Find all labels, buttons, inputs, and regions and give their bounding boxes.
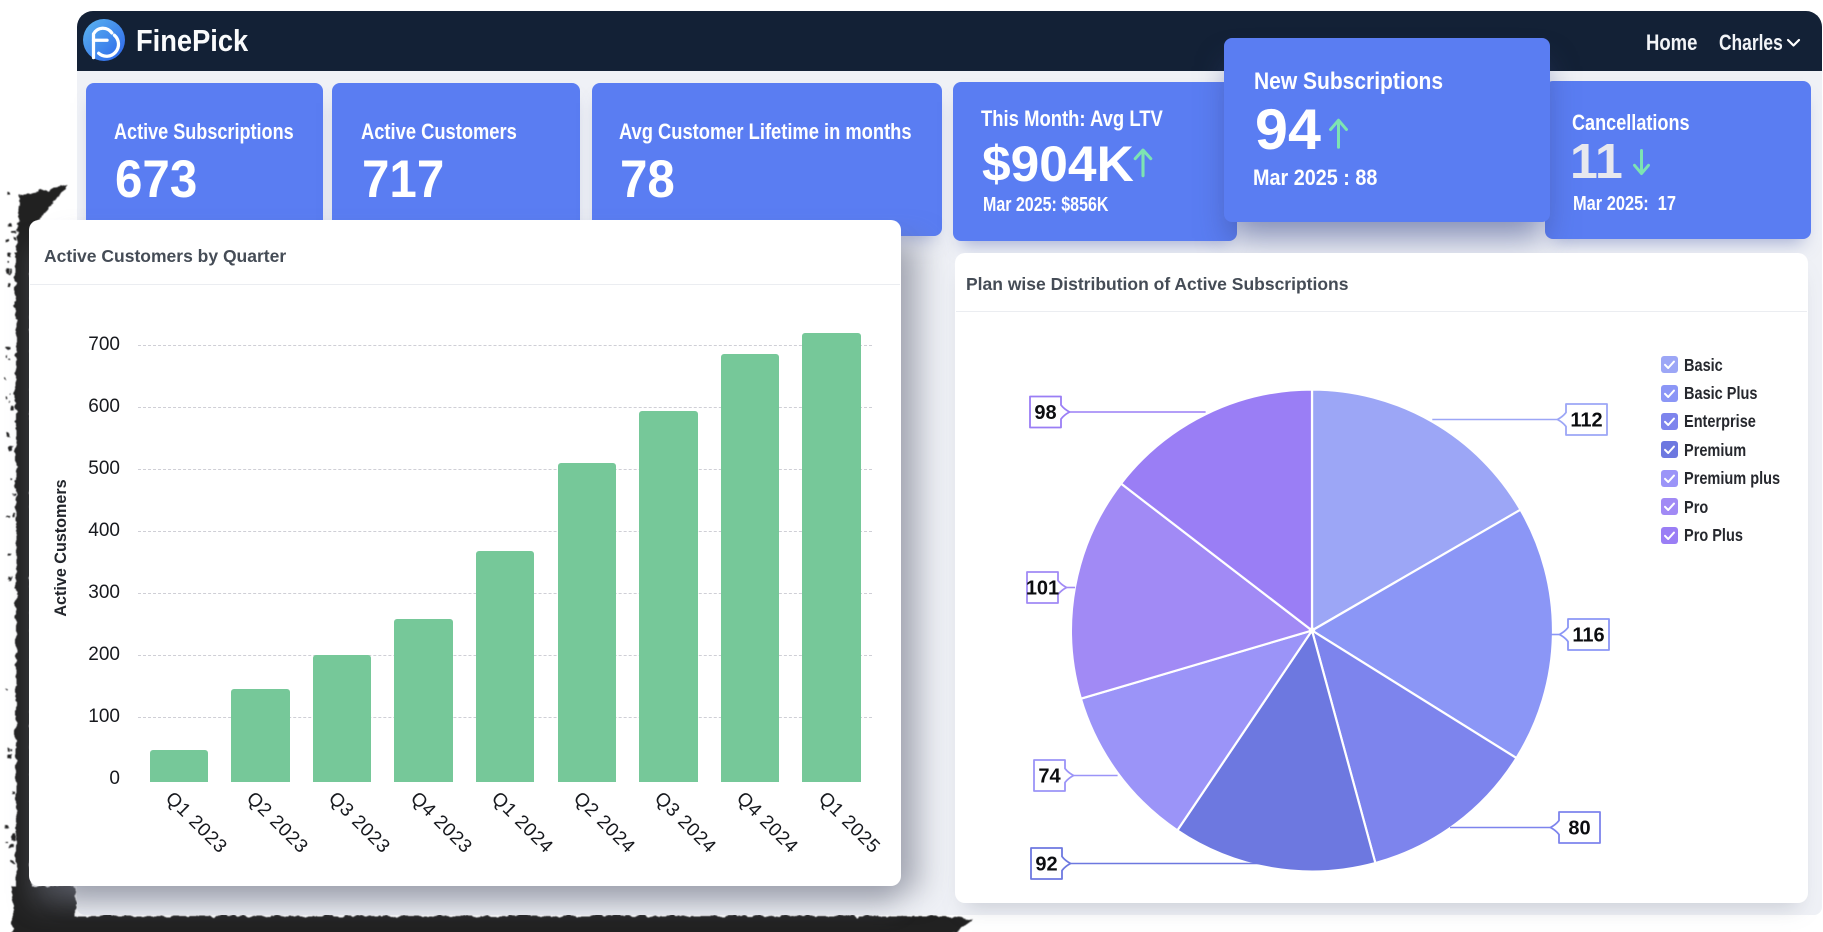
svg-text:80: 80 <box>1568 818 1590 840</box>
svg-text:98: 98 <box>1034 402 1056 424</box>
svg-text:74: 74 <box>1038 766 1061 788</box>
svg-text:101: 101 <box>1026 578 1059 600</box>
svg-text:112: 112 <box>1570 410 1602 432</box>
svg-text:116: 116 <box>1572 625 1604 647</box>
svg-text:92: 92 <box>1035 854 1057 876</box>
